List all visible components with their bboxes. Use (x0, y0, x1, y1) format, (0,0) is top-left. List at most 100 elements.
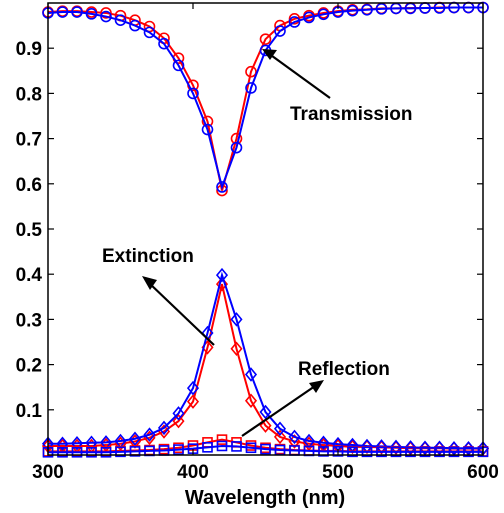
data-point (70, 435, 84, 451)
ticks-layer: 300 400 500 600 0.1 0.2 0.3 0.4 0.5 0.6 0.7 0.8 0.9 (16, 3, 499, 483)
data-point (317, 8, 330, 21)
data-point (389, 439, 403, 455)
annotation-extinction-arrow (147, 281, 215, 346)
data-point (390, 446, 402, 458)
annotation-transmission-arrowhead (262, 49, 277, 60)
data-point (215, 267, 229, 283)
data-point (129, 446, 141, 457)
y-tick-label: 0.5 (16, 220, 43, 241)
data-point (201, 115, 214, 128)
data-point (433, 440, 446, 456)
data-point (230, 312, 243, 327)
x-tick-label: 500 (322, 462, 354, 483)
data-point (231, 441, 242, 452)
annotation-transmission: Transmission (262, 49, 413, 125)
data-point (347, 446, 358, 458)
data-point (100, 7, 112, 19)
data-point (186, 380, 200, 396)
data-point (361, 3, 373, 16)
data-point (288, 13, 301, 25)
data-point (361, 446, 373, 458)
data-point (216, 181, 228, 193)
data-point (259, 33, 272, 45)
data-point (172, 413, 185, 429)
annotation-transmission-arrow (267, 52, 331, 99)
annotation-reflection-arrowhead (309, 380, 324, 393)
data-point (404, 440, 417, 455)
data-point (173, 444, 184, 455)
data-point (434, 446, 445, 458)
annotation-reflection-arrow (241, 383, 319, 437)
y-tick-label: 0.7 (16, 130, 42, 151)
y-tick-label: 0.4 (16, 265, 43, 286)
plot-area (48, 3, 483, 455)
data-point (157, 420, 171, 436)
data-point (71, 446, 83, 458)
annotation-extinction-label: Extinction (102, 246, 194, 267)
data-point (129, 19, 141, 32)
data-point (187, 87, 199, 100)
y-tick-label: 0.3 (16, 310, 42, 331)
y-tick-label: 0.8 (16, 84, 42, 105)
data-point (244, 367, 258, 382)
data-point (245, 442, 257, 454)
data-point (245, 82, 257, 94)
data-point (202, 442, 213, 453)
y-tick-label: 0.9 (16, 39, 42, 60)
y-tick-label: 0.1 (16, 401, 43, 422)
data-point (375, 3, 388, 15)
annotation-reflection-label: Reflection (298, 359, 390, 380)
data-point (100, 10, 112, 23)
series-line (48, 444, 483, 454)
data-point (244, 393, 258, 409)
data-point (85, 435, 98, 451)
annotation-transmission-label: Transmission (290, 104, 413, 125)
data-point (318, 446, 329, 457)
data-point (376, 446, 387, 458)
data-point (405, 446, 416, 458)
data-point (259, 404, 272, 420)
data-point (216, 434, 228, 445)
annotation-reflection: Reflection (241, 359, 390, 437)
data-point (288, 16, 301, 28)
data-point (128, 431, 142, 446)
data-point (317, 435, 330, 451)
data-point (216, 440, 228, 452)
data-point (463, 446, 474, 458)
annotation-extinction-arrowhead (142, 276, 157, 290)
data-point (418, 440, 432, 456)
data-point (259, 418, 272, 433)
data-point (346, 4, 359, 17)
data-point (230, 341, 243, 357)
series-layer (41, 1, 490, 458)
data-point (143, 26, 156, 39)
data-point (100, 446, 112, 458)
data-point (115, 446, 126, 458)
data-point (85, 8, 98, 20)
data-point (273, 429, 287, 445)
annotation-extinction: Extinction (102, 246, 215, 346)
x-tick-label: 600 (467, 462, 499, 483)
x-tick-label: 400 (177, 462, 209, 483)
data-point (273, 421, 287, 437)
data-point (288, 429, 301, 445)
data-point (158, 37, 170, 50)
data-point (332, 446, 344, 457)
x-tick-label: 300 (32, 462, 64, 483)
y-tick-label: 0.6 (16, 175, 42, 196)
data-point (201, 123, 214, 136)
data-point (186, 394, 200, 409)
data-point (419, 446, 431, 458)
data-point (172, 59, 185, 72)
data-point (303, 11, 315, 24)
data-point (143, 427, 156, 442)
data-point (86, 446, 97, 458)
data-point (230, 141, 243, 154)
data-point (57, 446, 68, 458)
data-point (114, 14, 127, 26)
y-tick-label: 0.2 (16, 356, 42, 377)
data-point (260, 443, 271, 455)
data-point (56, 6, 69, 18)
data-point (274, 25, 286, 37)
